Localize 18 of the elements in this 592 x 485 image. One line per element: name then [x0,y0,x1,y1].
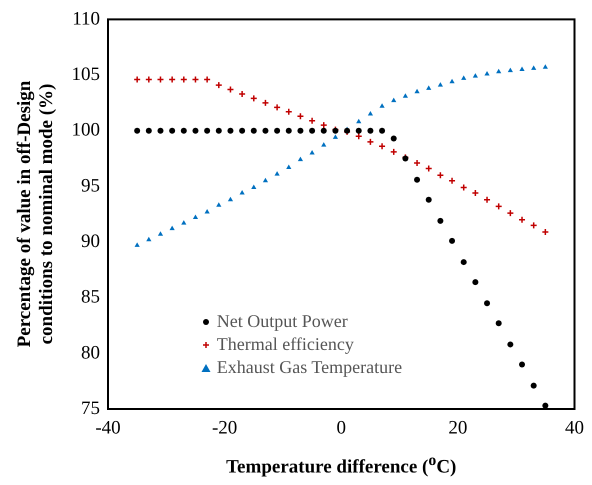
y-axis-title: Percentage of value in off-Design conditions to nominal mode (%) [14,80,58,350]
x-tick-label: -40 [95,417,121,438]
legend-label: Thermal efficiency [216,334,354,355]
y-tick-label: 75 [81,398,100,419]
legend-label: Exhaust Gas Temperature [216,357,402,378]
x-tick-label: -20 [212,417,238,438]
y-tick-label: 110 [72,8,100,30]
legend-label: Net Output Power [216,311,348,332]
x-tick-label: 20 [448,417,468,438]
y-tick-label: 80 [81,342,100,364]
y-tick-label: 100 [72,120,100,141]
y-tick-label: 85 [81,286,100,308]
x-axis-title: Temperature difference ($^{o}$C) [225,452,458,478]
y-tick-label: 105 [72,64,100,86]
x-tick-label: 40 [565,417,584,438]
y-tick-label: 95 [81,175,100,196]
y-tick-label: 90 [81,231,100,252]
x-tick-label: 0 [336,417,346,438]
